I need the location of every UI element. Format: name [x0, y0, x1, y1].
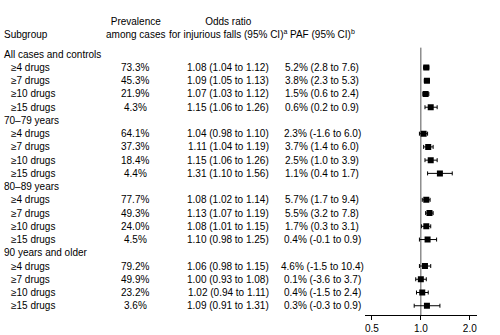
svg-text:37.3%: 37.3%: [121, 141, 149, 152]
svg-text:3.8% (2.3 to 5.3): 3.8% (2.3 to 5.3): [285, 75, 359, 86]
svg-text:79.2%: 79.2%: [121, 261, 149, 272]
svg-text:1.15 (1.06 to 1.26): 1.15 (1.06 to 1.26): [187, 155, 269, 166]
svg-text:4.4%: 4.4%: [124, 168, 147, 179]
svg-text:24.0%: 24.0%: [121, 221, 149, 232]
svg-text:1.1% (0.4 to 1.7): 1.1% (0.4 to 1.7): [285, 168, 359, 179]
svg-text:≥10 drugs: ≥10 drugs: [11, 155, 55, 166]
svg-text:≥4 drugs: ≥4 drugs: [11, 62, 50, 73]
svg-text:≥15 drugs: ≥15 drugs: [11, 300, 55, 311]
svg-text:All cases and controls: All cases and controls: [4, 49, 101, 60]
svg-text:0.6% (0.2 to 0.9): 0.6% (0.2 to 0.9): [285, 102, 359, 113]
svg-text:Subgroup: Subgroup: [4, 29, 48, 40]
svg-text:5.7% (1.7 to 9.4): 5.7% (1.7 to 9.4): [285, 194, 359, 205]
svg-text:1.04 (0.98 to 1.10): 1.04 (0.98 to 1.10): [187, 128, 269, 139]
svg-text:≥15 drugs: ≥15 drugs: [11, 168, 55, 179]
svg-text:1.09 (1.05 to 1.13): 1.09 (1.05 to 1.13): [187, 75, 269, 86]
svg-text:3.6%: 3.6%: [124, 300, 147, 311]
svg-text:≥10 drugs: ≥10 drugs: [11, 221, 55, 232]
svg-text:≥7 drugs: ≥7 drugs: [11, 75, 50, 86]
svg-text:2.3% (-1.6 to 6.0): 2.3% (-1.6 to 6.0): [284, 128, 361, 139]
svg-text:Odds ratiofor injurious falls: Odds ratiofor injurious falls (95% CI)​a…: [169, 16, 287, 40]
svg-text:≥15 drugs: ≥15 drugs: [11, 102, 55, 113]
svg-text:90 years and older: 90 years and older: [4, 247, 88, 258]
svg-text:≥7 drugs: ≥7 drugs: [11, 208, 50, 219]
svg-text:45.3%: 45.3%: [121, 75, 149, 86]
svg-text:1.08 (1.01 to 1.15): 1.08 (1.01 to 1.15): [187, 221, 269, 232]
svg-text:PAF (95% CI)​b​: PAF (95% CI)​b​: [290, 28, 355, 40]
svg-text:≥4 drugs: ≥4 drugs: [11, 194, 50, 205]
svg-text:≥4 drugs: ≥4 drugs: [11, 261, 50, 272]
svg-text:77.7%: 77.7%: [121, 194, 149, 205]
svg-text:≥4 drugs: ≥4 drugs: [11, 128, 50, 139]
svg-text:4.6% (-1.5 to 10.4): 4.6% (-1.5 to 10.4): [281, 261, 364, 272]
svg-text:≥7 drugs: ≥7 drugs: [11, 274, 50, 285]
svg-text:1.13 (1.07 to 1.19): 1.13 (1.07 to 1.19): [187, 208, 269, 219]
svg-text:≥10 drugs: ≥10 drugs: [11, 287, 55, 298]
svg-text:≥10 drugs: ≥10 drugs: [11, 88, 55, 99]
svg-text:0.5: 0.5: [365, 323, 379, 334]
svg-text:0.1% (-3.6 to 3.7): 0.1% (-3.6 to 3.7): [284, 274, 361, 285]
svg-text:49.3%: 49.3%: [121, 208, 149, 219]
svg-text:1.15 (1.06 to 1.26): 1.15 (1.06 to 1.26): [187, 102, 269, 113]
svg-text:4.5%: 4.5%: [124, 234, 147, 245]
svg-text:≥7 drugs: ≥7 drugs: [11, 141, 50, 152]
svg-text:80–89 years: 80–89 years: [4, 181, 59, 192]
svg-text:1.31 (1.10 to 1.56): 1.31 (1.10 to 1.56): [187, 168, 269, 179]
svg-text:5.2% (2.8 to 7.6): 5.2% (2.8 to 7.6): [285, 62, 359, 73]
svg-text:1.00 (0.93 to 1.08): 1.00 (0.93 to 1.08): [187, 274, 269, 285]
svg-text:1.7% (0.3 to 3.1): 1.7% (0.3 to 3.1): [285, 221, 359, 232]
svg-text:1.11 (1.04 to 1.19): 1.11 (1.04 to 1.19): [188, 141, 269, 152]
svg-text:0.4% (-1.5 to 2.4): 0.4% (-1.5 to 2.4): [284, 287, 361, 298]
svg-text:1.06 (0.98 to 1.15): 1.06 (0.98 to 1.15): [187, 261, 269, 272]
svg-text:1.07 (1.03 to 1.12): 1.07 (1.03 to 1.12): [187, 88, 269, 99]
svg-text:49.9%: 49.9%: [121, 274, 149, 285]
svg-text:≥15 drugs: ≥15 drugs: [11, 234, 55, 245]
svg-text:1.02 (0.94 to 1.11): 1.02 (0.94 to 1.11): [188, 287, 269, 298]
svg-text:1.5% (0.6 to 2.4): 1.5% (0.6 to 2.4): [285, 88, 359, 99]
svg-text:0.4% (-0.1 to 0.9): 0.4% (-0.1 to 0.9): [284, 234, 361, 245]
svg-text:1.10 (0.98 to 1.25): 1.10 (0.98 to 1.25): [187, 234, 269, 245]
svg-text:0.3% (-0.3 to 0.9): 0.3% (-0.3 to 0.9): [284, 300, 361, 311]
svg-text:64.1%: 64.1%: [121, 128, 149, 139]
svg-text:2.5% (1.0 to 3.9): 2.5% (1.0 to 3.9): [285, 155, 359, 166]
svg-text:73.3%: 73.3%: [121, 62, 149, 73]
svg-text:2.0: 2.0: [463, 323, 477, 334]
svg-text:1.09 (0.91 to 1.31): 1.09 (0.91 to 1.31): [187, 300, 269, 311]
svg-text:18.4%: 18.4%: [121, 155, 149, 166]
svg-text:3.7% (1.4 to 6.0): 3.7% (1.4 to 6.0): [285, 141, 359, 152]
svg-text:1.08 (1.02 to 1.14): 1.08 (1.02 to 1.14): [187, 194, 269, 205]
svg-text:70–79 years: 70–79 years: [4, 115, 59, 126]
svg-text:5.5% (3.2 to 7.8): 5.5% (3.2 to 7.8): [285, 208, 359, 219]
svg-text:4.3%: 4.3%: [124, 102, 147, 113]
svg-text:1.08 (1.04 to 1.12): 1.08 (1.04 to 1.12): [187, 62, 269, 73]
svg-text:1.0: 1.0: [414, 323, 428, 334]
svg-text:Prevalenceamong cases: Prevalenceamong cases: [106, 16, 165, 40]
svg-text:23.2%: 23.2%: [121, 287, 149, 298]
svg-text:21.9%: 21.9%: [121, 88, 149, 99]
